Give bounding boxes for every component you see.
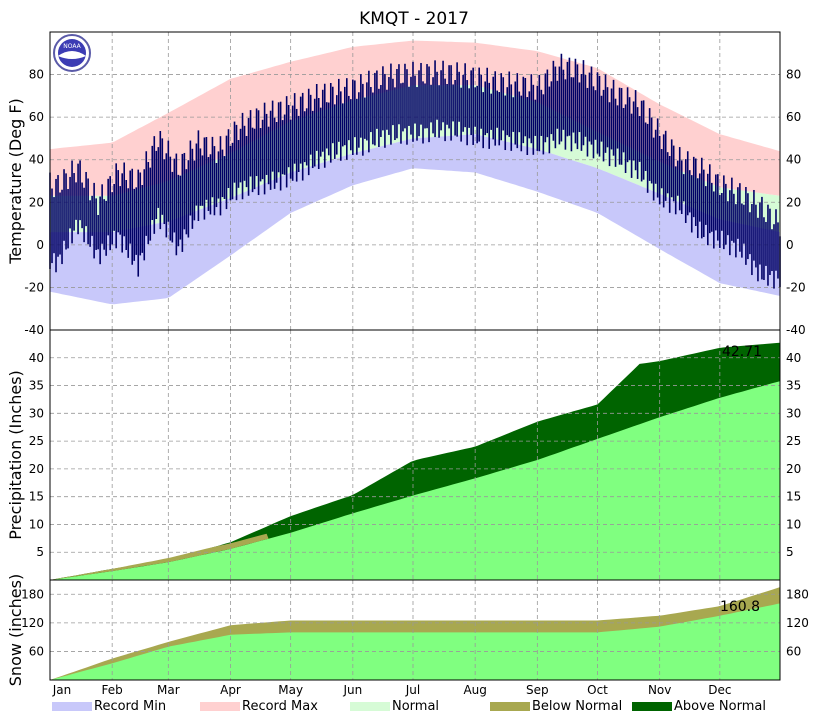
x-tick-label-month: Apr: [220, 683, 241, 697]
y-tick-label-right: 60: [786, 644, 801, 658]
x-tick-label-month: Dec: [708, 683, 731, 697]
legend-swatch: [200, 702, 240, 711]
y-tick-label-left: 0: [36, 238, 44, 252]
y-tick-label-left: 80: [29, 68, 44, 82]
y-tick-label-right: 30: [786, 406, 801, 420]
y-tick-label-right: 40: [786, 153, 801, 167]
y-tick-label-left: 35: [29, 379, 44, 393]
y-tick-label-right: 20: [786, 462, 801, 476]
y-tick-label-left: 60: [29, 644, 44, 658]
y-tick-label-right: 0: [786, 238, 794, 252]
y-tick-label-left: 25: [29, 434, 44, 448]
y-tick-label-left: 20: [29, 462, 44, 476]
x-tick-label-month: Oct: [587, 683, 608, 697]
y-tick-label-right: 60: [786, 110, 801, 124]
y-tick-label-right: 15: [786, 490, 801, 504]
legend-swatch: [350, 702, 390, 711]
y-tick-label-left: -20: [24, 280, 44, 294]
y-tick-label-right: 40: [786, 351, 801, 365]
legend-swatch: [632, 702, 672, 711]
y-tick-label-right: 25: [786, 434, 801, 448]
y-tick-label-right: 180: [786, 587, 809, 601]
snow-panel-frame: [49, 579, 781, 681]
x-tick-label-month: Nov: [648, 683, 671, 697]
precip-total-annotation: 42.71: [722, 344, 762, 360]
legend-label: Above Normal: [674, 699, 766, 714]
legend-label: Record Max: [242, 699, 318, 714]
legend-swatch: [490, 702, 530, 711]
y-tick-label-left: 120: [21, 616, 44, 630]
y-tick-label-left: 40: [29, 351, 44, 365]
y-tick-label-left: 10: [29, 517, 44, 531]
y-tick-label-left: -40: [24, 323, 44, 337]
noaa-logo: NOAA: [53, 34, 91, 72]
precip-normal-area: [50, 381, 780, 580]
y-axis-label: Precipitation (Inches): [6, 370, 25, 540]
y-tick-label-left: 15: [29, 490, 44, 504]
legend-label: Below Normal: [532, 699, 622, 714]
y-tick-label-right: 20: [786, 195, 801, 209]
legend-label: Record Min: [94, 699, 166, 714]
y-axis-label: Temperature (Deg F): [6, 98, 25, 265]
legend-swatch: [52, 702, 92, 711]
y-tick-label-left: 40: [29, 153, 44, 167]
x-tick-label-month: Mar: [157, 683, 180, 697]
y-tick-label-right: 10: [786, 517, 801, 531]
snow-total-annotation: 160.8: [720, 599, 760, 615]
x-tick-label-month: Feb: [102, 683, 123, 697]
y-tick-label-right: 80: [786, 68, 801, 82]
legend: Record Min Record Max Normal Below Normal Ab…: [52, 699, 766, 714]
x-tick-label-month: May: [278, 683, 303, 697]
y-tick-label-right: 5: [786, 545, 794, 559]
noaa-logo-text: NOAA: [63, 43, 81, 50]
x-tick-label-month: Aug: [463, 683, 486, 697]
y-tick-label-right: -20: [786, 280, 806, 294]
y-tick-label-right: 35: [786, 379, 801, 393]
x-tick-label-month: Jun: [342, 683, 362, 697]
legend-label: Normal: [392, 699, 439, 714]
y-tick-label-right: 120: [786, 616, 809, 630]
chart-title: KMQT - 2017: [359, 9, 469, 29]
x-tick-label-month: Jul: [405, 683, 420, 697]
y-tick-label-left: 30: [29, 406, 44, 420]
y-tick-label-right: -40: [786, 323, 806, 337]
y-tick-label-left: 20: [29, 195, 44, 209]
x-tick-label-month: Jan: [52, 683, 72, 697]
y-tick-label-left: 180: [21, 587, 44, 601]
y-axis-label: Snow (inches): [6, 574, 25, 686]
x-tick-label-month: Sep: [526, 683, 549, 697]
y-tick-label-left: 5: [36, 545, 44, 559]
y-tick-label-left: 60: [29, 110, 44, 124]
record-min-band: [50, 134, 780, 305]
